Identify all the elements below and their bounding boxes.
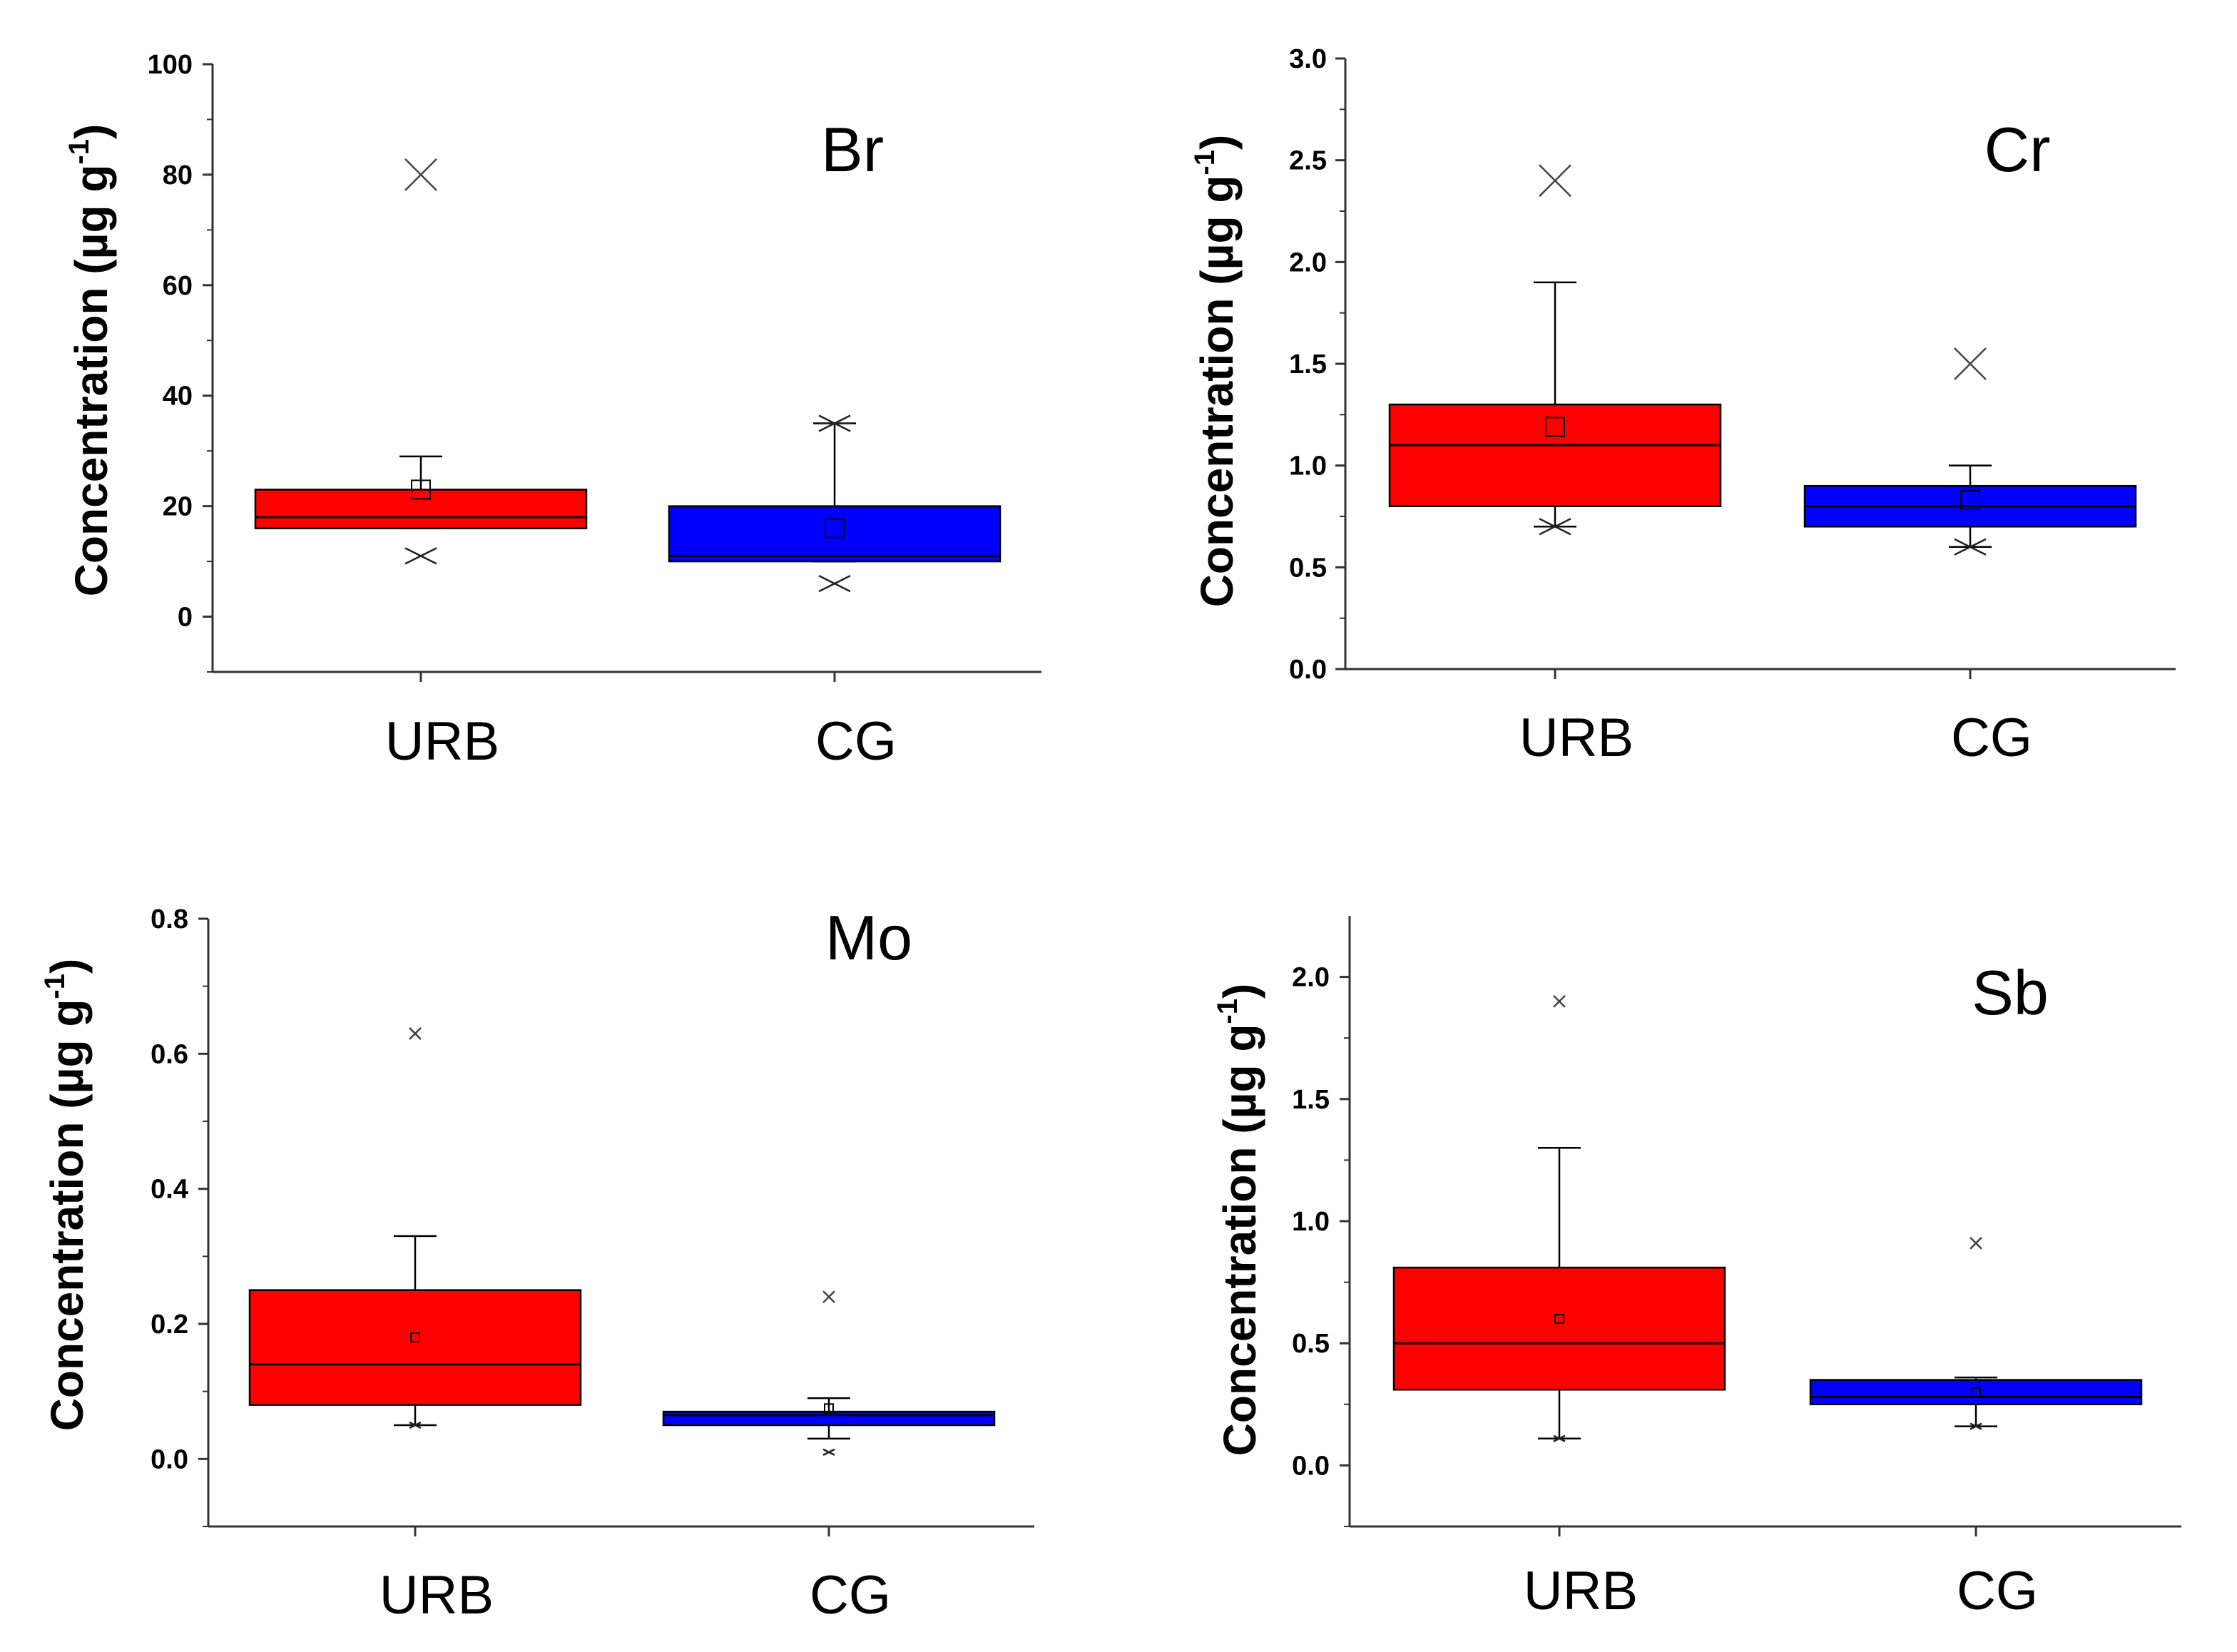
y-tick-label: 1.5 [1292, 1085, 1330, 1115]
x-category-label: URB [379, 1565, 494, 1626]
max-marker [1539, 164, 1571, 198]
mean-marker [410, 1332, 420, 1342]
min-marker [1970, 1422, 1982, 1430]
y-tick-label: 2.5 [1289, 146, 1327, 176]
x-category-label: CG [810, 1565, 891, 1626]
min-marker [1539, 518, 1571, 536]
y-tick-label: 0.5 [1292, 1329, 1330, 1359]
mean-marker [1554, 1313, 1564, 1324]
y-tick-label: 20 [163, 492, 193, 522]
panel-title: Sb [1972, 957, 2049, 1028]
mean-marker [411, 479, 431, 500]
box-cg [668, 505, 1002, 563]
panel-title: Br [821, 114, 884, 185]
max-marker [409, 1027, 422, 1040]
panel-title: Cr [1984, 114, 2051, 185]
y-tick-label: 0.0 [1289, 655, 1327, 685]
max-marker [1954, 347, 1987, 380]
y-tick-label: 0.2 [151, 1310, 188, 1340]
panel-sb: 0.0 0.5 1.0 1.5 2.0 URB CG Sb Concentration (µg … [1212, 916, 2181, 1621]
mean-marker [1960, 490, 1980, 511]
y-tick-label: 80 [163, 160, 193, 190]
y-axis-label: Concentration (µg g-1) [1212, 984, 1265, 1457]
y-axis-label: Concentration (µg g-1) [63, 124, 117, 597]
y-tick-label: 40 [163, 382, 193, 412]
y-tick-label: 1.0 [1292, 1207, 1330, 1237]
y-tick-label: 0.6 [151, 1039, 188, 1069]
box-urb [1392, 1266, 1726, 1391]
x-category-label: CG [1957, 1561, 2038, 1621]
y-axis-label: Concentration (µg g-1) [39, 959, 93, 1432]
max-marker [822, 1290, 835, 1304]
max-marker [818, 414, 851, 432]
y-tick-label: 1.5 [1289, 350, 1327, 379]
y-tick-label: 2.0 [1292, 963, 1330, 993]
panel-br: 0 20 40 60 80 100 URB CG Br Concentration (µg g-1… [63, 50, 1041, 772]
mean-marker [1971, 1387, 1981, 1397]
x-category-label: URB [1524, 1561, 1638, 1621]
x-category-label: URB [385, 711, 499, 772]
min-marker [1954, 538, 1987, 556]
min-marker [409, 1421, 422, 1429]
x-category-label: CG [1951, 708, 2032, 768]
y-tick-label: 0 [178, 603, 193, 633]
y-tick-label: 0.8 [151, 904, 188, 934]
y-tick-label: 100 [148, 50, 193, 80]
x-category-label: CG [815, 711, 897, 772]
max-marker [1553, 994, 1566, 1008]
panel-mo: 0.0 0.2 0.4 0.6 0.8 URB CG Mo Concentration (µg … [39, 902, 1034, 1626]
panel-cr: 0.0 0.5 1.0 1.5 2.0 2.5 3.0 URB CG Cr Concentratio… [1189, 44, 2176, 768]
max-marker [1970, 1236, 1982, 1250]
x-category-label: URB [1519, 708, 1634, 768]
max-marker [404, 158, 437, 191]
box-cg [662, 1410, 996, 1427]
box-urb [1388, 403, 1722, 507]
y-tick-label: 0.5 [1289, 553, 1327, 583]
box-cg [1809, 1379, 2143, 1406]
panel-title: Mo [825, 902, 912, 973]
box-urb [254, 489, 588, 529]
y-axis-label: Concentration (µg g-1) [1189, 135, 1243, 608]
min-marker [404, 547, 437, 565]
min-marker [1553, 1434, 1566, 1442]
y-tick-label: 60 [163, 271, 193, 301]
min-marker [822, 1448, 835, 1456]
y-tick-label: 0.4 [151, 1175, 188, 1205]
y-tick-label: 2.0 [1289, 248, 1327, 277]
y-tick-label: 0.0 [151, 1444, 188, 1474]
box-urb [248, 1289, 582, 1406]
y-tick-label: 1.0 [1289, 452, 1327, 481]
mean-marker [825, 518, 845, 539]
y-tick-label: 0.0 [1292, 1451, 1330, 1481]
y-tick-label: 3.0 [1289, 44, 1327, 74]
min-marker [818, 574, 851, 593]
mean-marker [824, 1403, 834, 1414]
mean-marker [1545, 417, 1565, 437]
